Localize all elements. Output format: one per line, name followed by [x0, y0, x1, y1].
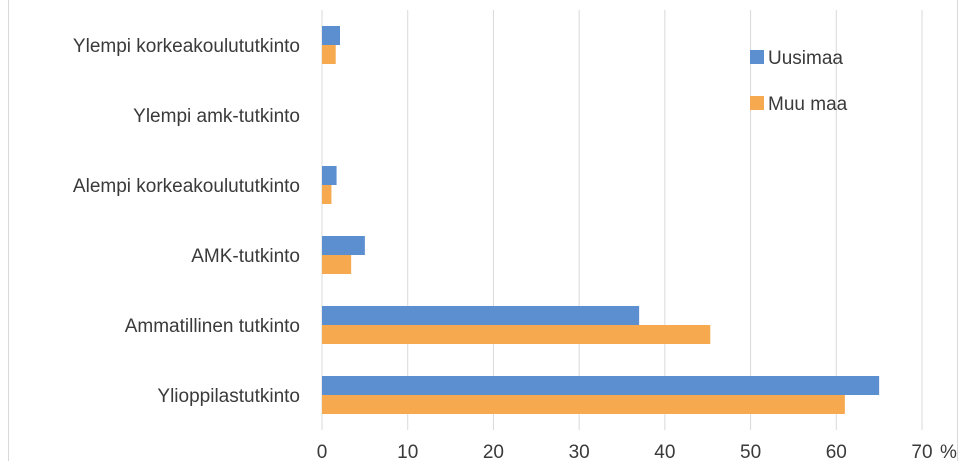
bar-muu-maa	[322, 255, 352, 274]
bar-muu-maa	[322, 185, 332, 204]
bar-uusimaa	[322, 166, 337, 185]
legend-swatch	[750, 96, 764, 110]
legend-swatch	[750, 50, 764, 64]
bar-muu-maa	[322, 395, 845, 414]
legend-label: Muu maa	[768, 94, 848, 115]
x-tick-label: 10	[397, 442, 418, 462]
x-tick-label: 40	[654, 442, 675, 462]
x-tick-label: 0	[317, 442, 328, 462]
bar-uusimaa	[322, 26, 340, 45]
x-tick-label: 70	[911, 442, 932, 462]
x-tick-label: 30	[569, 442, 590, 462]
category-label: Ylempi amk-tutkinto	[133, 106, 300, 127]
x-tick-label: 50	[740, 442, 761, 462]
bar-muu-maa	[322, 45, 336, 64]
category-label: Ylempi korkeakoulututkinto	[73, 36, 300, 57]
bar-uusimaa	[322, 306, 640, 325]
category-label: Alempi korkeakoulututkinto	[73, 176, 300, 197]
bar-muu-maa	[322, 325, 711, 344]
bar-uusimaa	[322, 236, 365, 255]
x-unit-label: %	[940, 442, 957, 462]
category-label: AMK-tutkinto	[191, 246, 300, 267]
x-tick-label: 20	[483, 442, 504, 462]
category-label: Ammatillinen tutkinto	[125, 316, 300, 337]
bar-uusimaa	[322, 376, 880, 395]
legend-label: Uusimaa	[768, 48, 843, 69]
chart-frame	[8, 0, 958, 461]
x-tick-label: 60	[826, 442, 847, 462]
category-label: Ylioppilastutkinto	[157, 386, 300, 407]
